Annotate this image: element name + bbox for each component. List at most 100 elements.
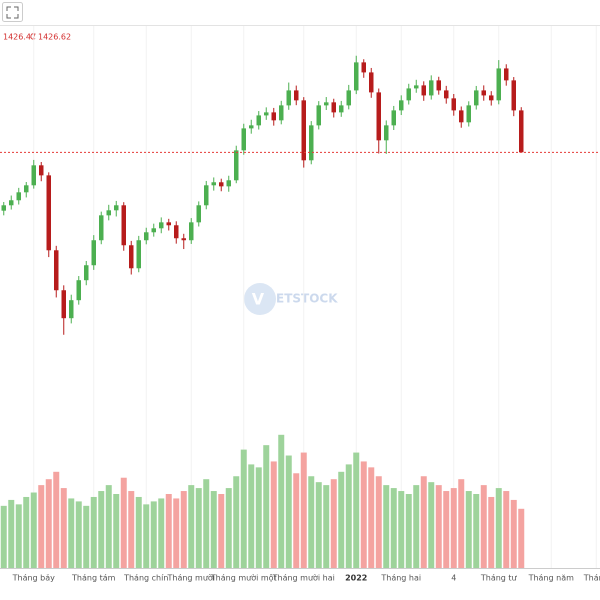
candle-body bbox=[24, 185, 29, 193]
volume-bar bbox=[473, 494, 480, 568]
candle-body bbox=[271, 112, 276, 121]
candle-body bbox=[151, 228, 156, 233]
volume-bar bbox=[203, 479, 210, 568]
candle-body bbox=[346, 90, 351, 106]
volume-bar bbox=[135, 496, 142, 568]
volume-bar bbox=[105, 485, 112, 568]
candle-body bbox=[264, 112, 269, 116]
candle-body bbox=[136, 240, 141, 269]
candle-body bbox=[474, 90, 479, 106]
volume-bar bbox=[255, 467, 262, 568]
volume-bar bbox=[390, 488, 397, 568]
candle-body bbox=[46, 175, 51, 251]
volume-bar bbox=[503, 491, 510, 568]
candle-body bbox=[286, 90, 291, 106]
candle-body bbox=[39, 165, 44, 176]
volume-bar bbox=[83, 505, 90, 568]
volume-bar bbox=[165, 494, 172, 568]
volume-bar bbox=[300, 452, 307, 568]
header-close: 1426.62 bbox=[38, 33, 71, 42]
watermark-logo-letter: V bbox=[252, 290, 265, 309]
candle-body bbox=[324, 102, 329, 106]
candle-body bbox=[331, 102, 336, 113]
volume-bar bbox=[293, 473, 300, 568]
candle-body bbox=[354, 62, 359, 91]
volume-bar bbox=[158, 498, 165, 568]
volume-bar bbox=[480, 485, 487, 568]
volume-bar bbox=[360, 461, 367, 568]
watermark-logo bbox=[244, 283, 276, 315]
candle-body bbox=[204, 185, 209, 206]
candle-body bbox=[489, 95, 494, 101]
volume-bar bbox=[180, 491, 187, 568]
header-close-tag: C bbox=[30, 33, 36, 42]
candle-body bbox=[279, 105, 284, 121]
candle-body bbox=[451, 98, 456, 111]
volume-bar bbox=[270, 461, 277, 568]
candle-body bbox=[391, 110, 396, 126]
x-tick-label: Tháng mười một bbox=[210, 573, 277, 583]
candle-body bbox=[444, 90, 449, 99]
candle-body bbox=[219, 182, 224, 187]
candle-body bbox=[301, 100, 306, 161]
volume-bar bbox=[90, 496, 97, 568]
candle-body bbox=[226, 180, 231, 187]
x-tick-label: Tháng bảy bbox=[12, 573, 56, 583]
candle-body bbox=[189, 222, 194, 241]
candle-body bbox=[309, 125, 314, 161]
candle-body bbox=[181, 238, 186, 241]
volume-bar bbox=[308, 476, 315, 568]
volume-bar bbox=[518, 508, 525, 568]
volume-bar bbox=[465, 491, 472, 568]
x-tick-label: Tháng tư bbox=[480, 574, 518, 583]
volume-bar bbox=[368, 467, 375, 568]
expand-icon[interactable] bbox=[6, 6, 19, 19]
volume-bar bbox=[143, 504, 150, 568]
candle-body bbox=[361, 62, 366, 73]
candle-body bbox=[376, 92, 381, 141]
candle-body bbox=[519, 110, 524, 153]
volume-bar bbox=[488, 496, 495, 568]
volume-bar bbox=[60, 488, 67, 568]
candle-body bbox=[421, 85, 426, 96]
candle-body bbox=[211, 182, 216, 186]
volume-bar bbox=[315, 482, 322, 568]
volume-bar bbox=[263, 445, 270, 568]
expand-button-frame[interactable] bbox=[2, 2, 23, 22]
volume-bar bbox=[240, 449, 247, 568]
volume-bar bbox=[53, 471, 60, 568]
candle-body bbox=[114, 205, 119, 211]
candle-body bbox=[511, 80, 516, 111]
volume-bar bbox=[150, 501, 157, 568]
x-tick-label: 4 bbox=[451, 574, 456, 583]
volume-bar bbox=[15, 504, 22, 568]
x-tick-label: Tháng bbox=[583, 574, 600, 583]
candle-body bbox=[76, 280, 81, 301]
volume-bar bbox=[435, 485, 442, 568]
volume-bar bbox=[375, 476, 382, 568]
volume-bar bbox=[420, 476, 427, 568]
x-tick-label: Tháng chín bbox=[123, 574, 168, 583]
volume-bar bbox=[225, 488, 232, 568]
candle-body bbox=[249, 125, 254, 129]
volume-bar bbox=[195, 488, 202, 568]
candle-body bbox=[159, 222, 164, 229]
volume-bar bbox=[495, 488, 502, 568]
x-tick-label: Tháng tám bbox=[71, 574, 116, 583]
volume-bar bbox=[113, 494, 120, 568]
volume-bar bbox=[353, 452, 360, 568]
candle-body bbox=[9, 200, 14, 206]
candle-body bbox=[99, 215, 104, 241]
volume-bar bbox=[398, 491, 405, 568]
volume-bar bbox=[458, 479, 465, 568]
candle-body bbox=[121, 205, 126, 246]
volume-bar bbox=[120, 477, 127, 568]
volume-bar bbox=[173, 498, 180, 568]
candle-body bbox=[294, 90, 299, 101]
expand-button[interactable] bbox=[2, 2, 23, 22]
volume-bar bbox=[510, 499, 517, 568]
candle-body bbox=[496, 68, 501, 101]
candle-body bbox=[399, 100, 404, 111]
candle-body bbox=[196, 205, 201, 223]
